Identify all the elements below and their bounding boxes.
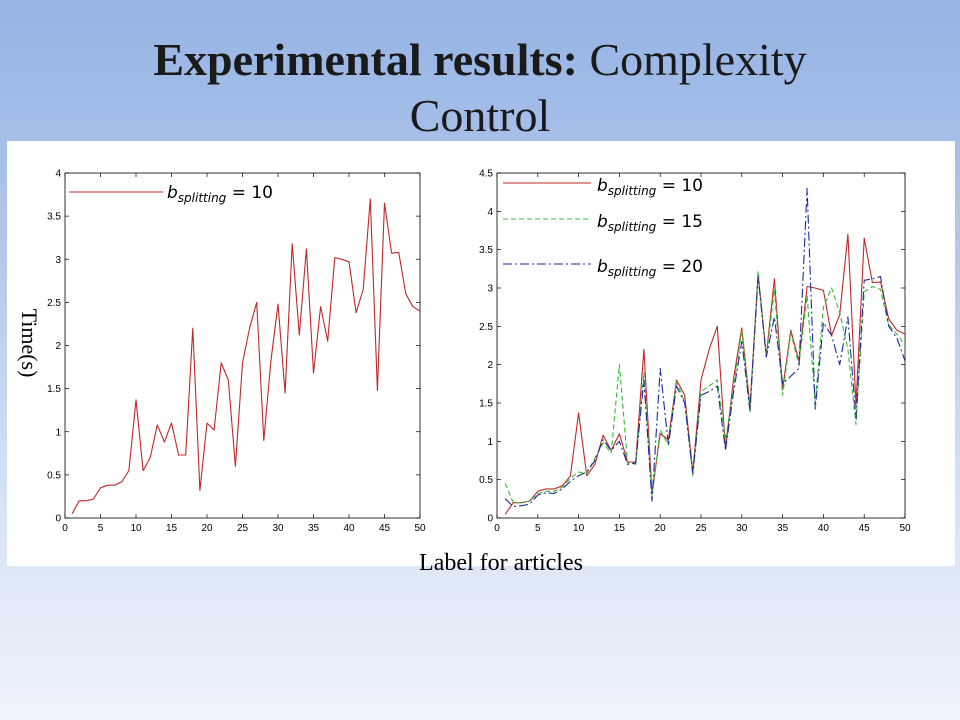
x-tick-label: 20: [201, 523, 213, 534]
x-tick-label: 30: [736, 523, 748, 534]
title-line2: Control: [409, 90, 551, 141]
y-tick-label: 3: [487, 284, 493, 295]
y-tick-label: 2.5: [47, 298, 61, 309]
legend-label-1: bsplitting = 10: [167, 183, 273, 205]
x-tick-label: 20: [655, 523, 667, 534]
x-tick-label: 35: [777, 523, 789, 534]
y-tick-label: 4: [55, 169, 61, 180]
x-tick-label: 35: [308, 523, 320, 534]
x-tick-label: 25: [695, 523, 707, 534]
y-axis-label: Time(s): [17, 308, 42, 378]
x-tick-label: 15: [166, 523, 178, 534]
title-rest: Complexity: [589, 34, 807, 85]
y-tick-label: 3: [55, 255, 61, 266]
chart-1: 0 5 10 15 20 25 30 35 40 45 50 0 0.5 1 1.5 2 2.5 3 3.5 4 bsp…: [47, 169, 426, 535]
x-tick-label: 5: [535, 523, 541, 534]
y-tick-label: 2: [487, 360, 493, 371]
y-tick-label: 1.5: [479, 399, 493, 410]
x-tick-label: 40: [818, 523, 830, 534]
y-tick-label: 4: [487, 207, 493, 218]
x-tick-label: 45: [379, 523, 391, 534]
chart-panel: 0 5 10 15 20 25 30 35 40 45 50 0 0.5 1 1.5 2 2.5 3 3.5 4 bsp…: [7, 141, 955, 566]
x-tick-label: 45: [859, 523, 871, 534]
y-tick-label: 3.5: [47, 212, 61, 223]
y-tick-label: 0.5: [47, 470, 61, 481]
x-tick-label: 0: [494, 523, 500, 534]
y-tick-label: 0: [55, 514, 61, 525]
x-tick-label: 15: [614, 523, 626, 534]
series-line-3: [504, 187, 906, 508]
x-tick-label: 10: [130, 523, 142, 534]
x-axis-label: Label for articles: [419, 550, 583, 576]
x-tick-label: 40: [343, 523, 355, 534]
title-bold: Experimental results:: [153, 34, 578, 85]
x-tick-label: 30: [272, 523, 284, 534]
legend-label-1: bsplitting = 10: [597, 176, 703, 198]
chart-2: 0 5 10 15 20 25 30 35 40 45 50 0 0.5 1 1.5 2 2.5 3 3.5 4 4.5…: [479, 169, 911, 535]
slide-title: Experimental results: Complexity Control: [0, 32, 960, 144]
y-tick-label: 4.5: [479, 169, 493, 180]
series-line-2: [504, 270, 906, 504]
series-line-1: [504, 233, 906, 515]
x-tick-label: 50: [899, 523, 911, 534]
legend-label-3: bsplitting = 20: [597, 257, 703, 279]
x-tick-label: 50: [414, 523, 426, 534]
x-tick-label: 25: [237, 523, 249, 534]
y-tick-label: 2.5: [479, 322, 493, 333]
plot-frame: [64, 172, 421, 519]
y-tick-label: 2: [55, 341, 61, 352]
y-tick-label: 0.5: [479, 475, 493, 486]
series-line-1: [71, 198, 421, 514]
charts-svg: 0 5 10 15 20 25 30 35 40 45 5000.511.522.533.54bsp…: [47, 169, 911, 535]
y-tick-label: 1: [487, 437, 493, 448]
legend-label-2: bsplitting = 15: [597, 212, 703, 234]
x-tick-label: 10: [573, 523, 585, 534]
y-tick-label: 0: [487, 514, 493, 525]
x-tick-label: 5: [98, 523, 104, 534]
x-tick-label: 0: [62, 523, 68, 534]
y-tick-label: 1.5: [47, 384, 61, 395]
y-tick-label: 1: [55, 427, 61, 438]
y-tick-label: 3.5: [479, 245, 493, 256]
